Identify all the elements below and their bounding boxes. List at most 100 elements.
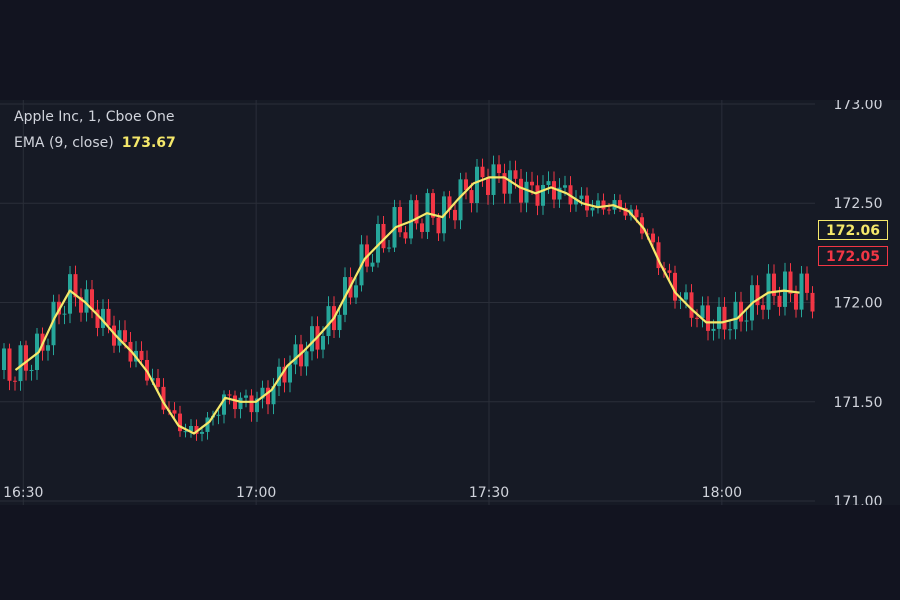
candle-body xyxy=(530,181,534,186)
candle-body xyxy=(73,274,78,298)
candle-body xyxy=(68,274,72,314)
price-chart[interactable]: 173.00 172.50 172.00 171.50 171.00 16:30 17:00… xyxy=(0,100,900,505)
candle-body xyxy=(337,314,342,331)
candle-body xyxy=(458,179,463,221)
ema-line xyxy=(14,176,800,435)
candle-body xyxy=(18,345,23,382)
candle-body xyxy=(249,395,254,413)
chart-area[interactable]: 173.00 172.50 172.00 171.50 171.00 16:30 17:00… xyxy=(0,100,900,505)
candle-body xyxy=(238,397,243,410)
candle-body xyxy=(563,185,567,188)
last-price-tag: 172.05 xyxy=(818,246,888,266)
candle-body xyxy=(453,209,457,221)
candle-body xyxy=(233,395,237,410)
candle-body xyxy=(2,348,6,370)
candle-body xyxy=(255,398,259,413)
x-tick-label: 17:30 xyxy=(469,485,509,501)
candle-body xyxy=(777,295,782,307)
candle-body xyxy=(596,200,600,208)
candle-body xyxy=(35,333,39,370)
candle-body xyxy=(106,308,111,326)
candle-body xyxy=(480,166,485,178)
candle-body xyxy=(585,195,589,211)
candle-body xyxy=(62,313,67,315)
candle-body xyxy=(574,198,578,205)
legend-ema-label: EMA (9, close) xyxy=(14,135,114,151)
candle-body xyxy=(7,348,12,381)
axis-layer: 173.00 172.50 172.00 171.50 171.00 16:30 17:00… xyxy=(3,100,882,505)
candle-body xyxy=(755,285,760,306)
candle-body xyxy=(172,410,177,414)
candle-body xyxy=(761,305,765,310)
candle-body xyxy=(673,272,677,301)
candle-body xyxy=(524,181,529,203)
legend-ema[interactable]: EMA (9, close) 173.67 xyxy=(14,135,176,151)
candle-body xyxy=(728,329,732,331)
candle-body xyxy=(502,173,507,194)
candle-body xyxy=(656,242,661,269)
candle-body xyxy=(266,387,270,405)
candle-body xyxy=(552,181,556,200)
candle-body xyxy=(689,292,694,318)
candle-body xyxy=(744,320,749,322)
candle-body xyxy=(469,190,474,204)
candle-body xyxy=(403,232,408,239)
candle-body xyxy=(370,262,375,267)
candle-body xyxy=(271,386,276,405)
candle-body xyxy=(711,328,716,331)
candle-body xyxy=(194,426,199,434)
candle-body xyxy=(304,351,309,367)
candle-body xyxy=(794,293,798,310)
candle-body xyxy=(695,317,699,319)
candle-body xyxy=(436,217,441,234)
candle-body xyxy=(299,344,303,367)
candle-body xyxy=(535,185,540,206)
candle-body xyxy=(398,207,402,233)
candle-body xyxy=(464,179,468,191)
candle-body xyxy=(414,200,419,224)
ema-layer xyxy=(14,176,800,435)
candle-body xyxy=(277,366,281,387)
candle-body xyxy=(112,325,116,346)
candle-body xyxy=(200,431,204,434)
candle-body xyxy=(783,271,787,307)
candle-body xyxy=(24,345,28,371)
candle-body xyxy=(205,417,210,432)
candle-body xyxy=(557,187,562,200)
candle-body xyxy=(722,306,727,330)
candle-body xyxy=(623,207,628,216)
candle-body xyxy=(46,345,50,351)
candle-body xyxy=(216,414,221,416)
legend-ema-value: 173.67 xyxy=(121,135,176,151)
candle-body xyxy=(590,207,595,211)
candle-body xyxy=(354,285,358,298)
ema-price-tag: 172.06 xyxy=(818,220,888,240)
x-tick-label: 17:00 xyxy=(236,485,276,501)
candle-body xyxy=(541,185,545,206)
x-tick-label: 18:00 xyxy=(702,485,742,501)
candle-body xyxy=(183,431,188,433)
candle-body xyxy=(678,299,683,301)
candle-body xyxy=(491,164,496,195)
candle-body xyxy=(634,209,639,218)
candle-body xyxy=(282,366,287,383)
candle-body xyxy=(161,386,166,410)
candle-body xyxy=(156,378,160,387)
y-tick-label: 173.00 xyxy=(834,100,883,113)
candle-body xyxy=(733,301,738,330)
candle-body xyxy=(607,209,611,211)
y-tick-label: 172.00 xyxy=(834,296,883,312)
candle-body xyxy=(101,308,105,328)
candle-body xyxy=(684,292,688,300)
candle-body xyxy=(546,181,551,186)
candle-body xyxy=(381,223,386,249)
candle-body xyxy=(409,200,413,239)
candle-body xyxy=(772,273,776,296)
legend-symbol[interactable]: Apple Inc, 1, Cboe One xyxy=(14,109,175,125)
candle-body xyxy=(519,178,523,203)
candle-body xyxy=(486,177,490,195)
candle-body xyxy=(579,195,584,199)
candle-body xyxy=(321,336,325,350)
candle-body xyxy=(667,270,672,273)
candle-body xyxy=(420,223,424,232)
